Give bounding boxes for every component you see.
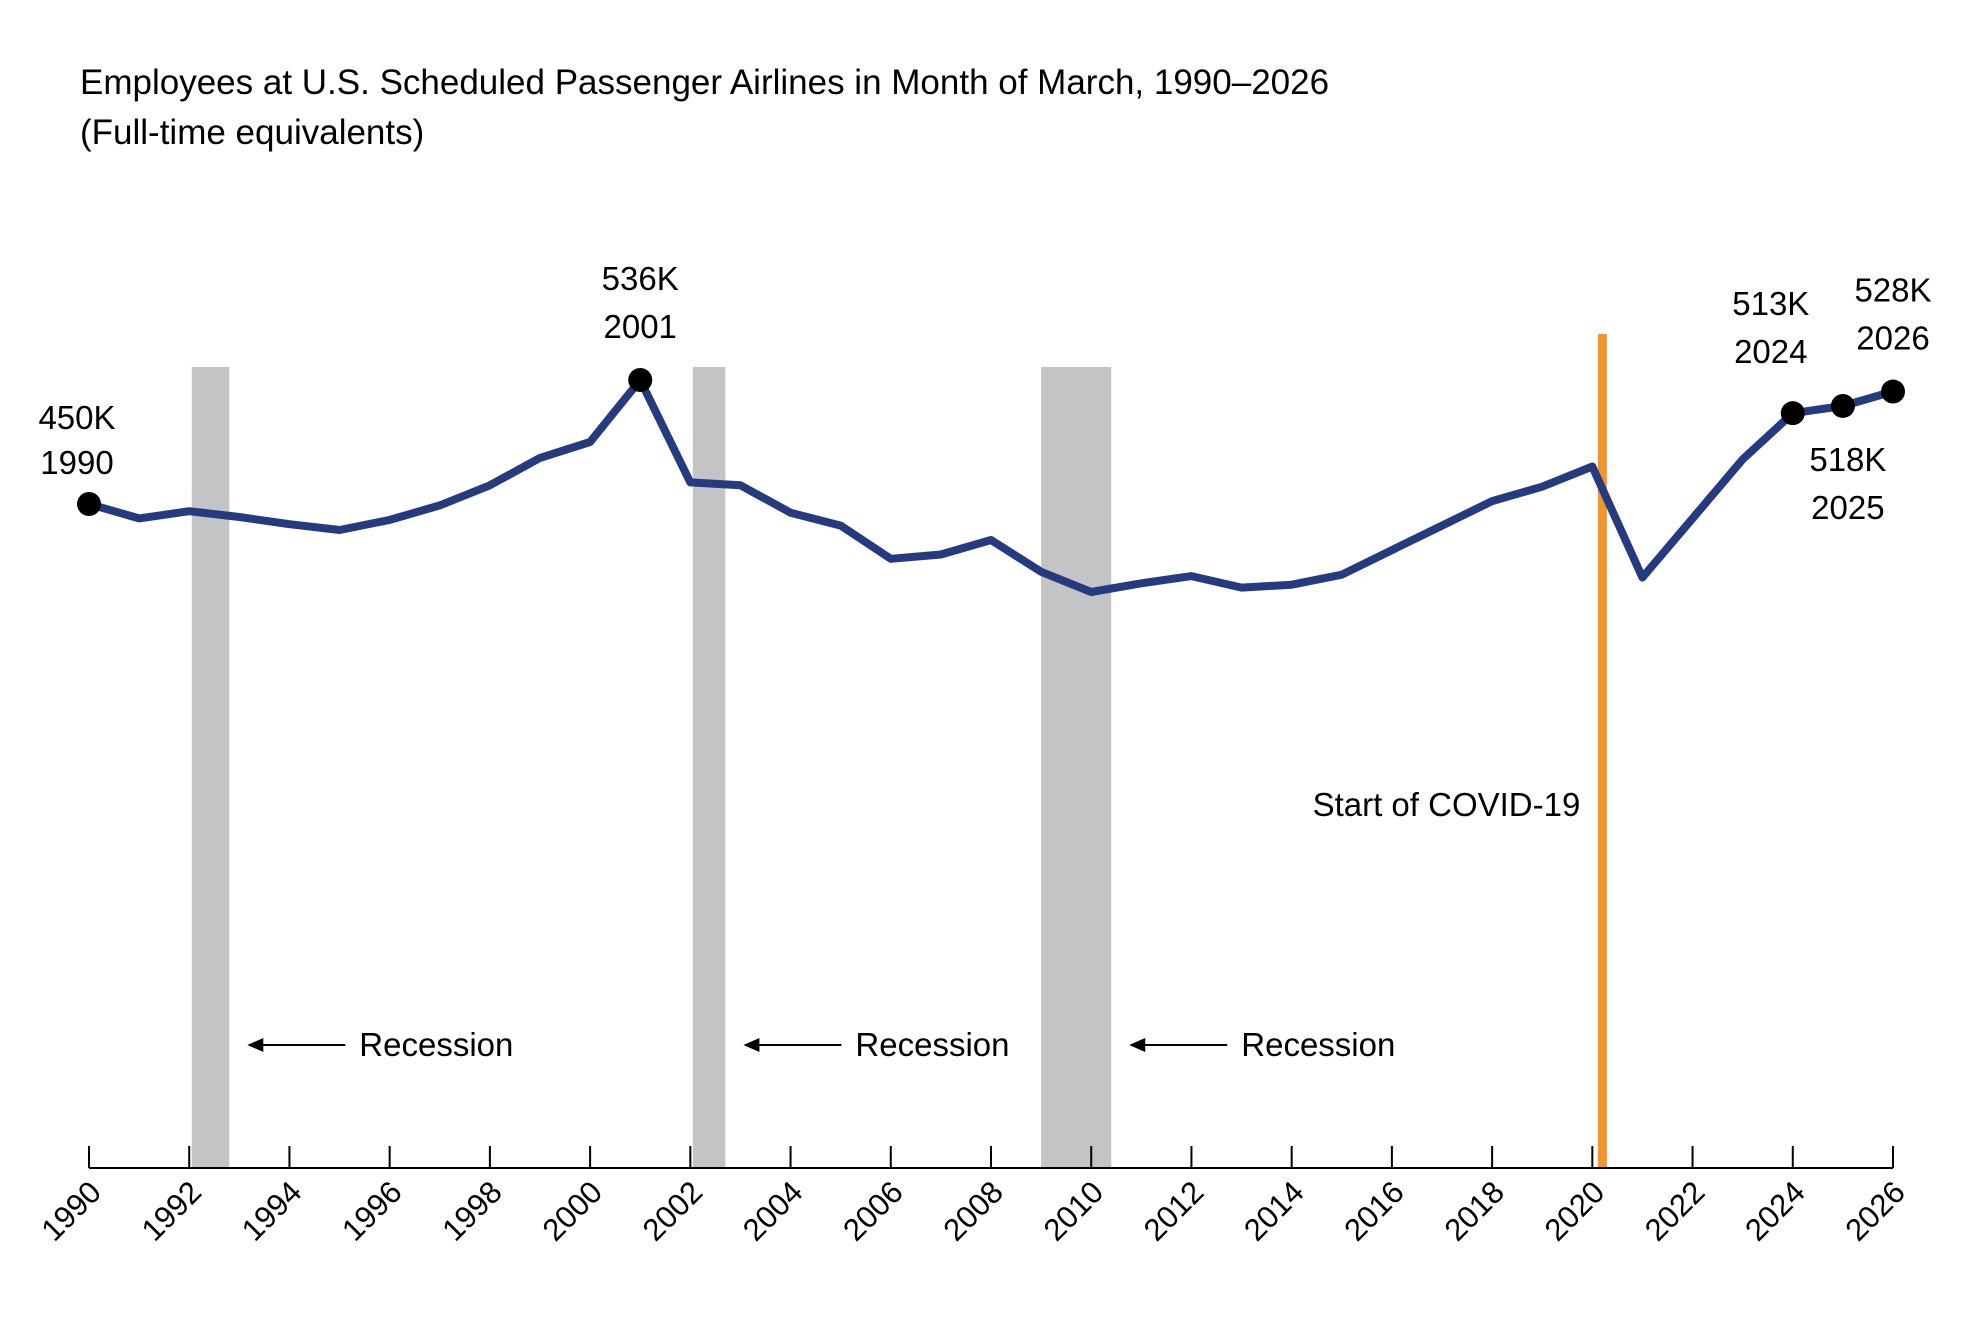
highlight-point xyxy=(1881,379,1905,404)
arrow-left-icon xyxy=(1129,1038,1146,1052)
series-line xyxy=(85,376,1897,596)
point-value-label: 528K xyxy=(1854,272,1931,309)
x-tick-label: 1996 xyxy=(335,1174,409,1248)
labels-layer: 450K 1990 536K 2001 513K 2024 518K 2025 528K 2026 xyxy=(38,260,1931,526)
highlight-point xyxy=(1830,393,1855,418)
point-value-label: 450K xyxy=(38,399,115,436)
highlight-point xyxy=(77,492,101,516)
arrow-left-icon xyxy=(247,1038,264,1052)
recession-label: Recession xyxy=(855,1026,1009,1063)
x-tick-label: 2022 xyxy=(1638,1174,1712,1248)
covid-marker-label: Start of COVID-19 xyxy=(1313,786,1581,823)
x-tick-label: 1994 xyxy=(235,1174,309,1248)
recession-band xyxy=(692,367,726,1168)
recession-label: Recession xyxy=(359,1026,513,1063)
chart-title: Employees at U.S. Scheduled Passenger Ai… xyxy=(80,63,1329,102)
x-tick-label: 2002 xyxy=(636,1174,710,1248)
highlight-point xyxy=(1780,401,1805,426)
x-tick-label: 2014 xyxy=(1237,1174,1311,1248)
x-tick-label: 2018 xyxy=(1438,1174,1512,1248)
point-year-label: 2025 xyxy=(1811,489,1884,526)
x-tick-label: 2004 xyxy=(736,1174,810,1248)
point-year-label: 2024 xyxy=(1734,333,1807,370)
chart-subtitle: (Full-time equivalents) xyxy=(80,113,424,152)
line-layer xyxy=(85,376,1897,596)
point-year-label: 1990 xyxy=(40,444,113,481)
x-tick-label: 1992 xyxy=(135,1174,209,1248)
x-tick-label: 2020 xyxy=(1538,1174,1612,1248)
x-tick-label: 2016 xyxy=(1337,1174,1411,1248)
x-tick-label: 2010 xyxy=(1037,1174,1111,1248)
point-value-label: 513K xyxy=(1732,285,1809,322)
covid-layer: Start of COVID-19 xyxy=(1313,334,1607,1168)
x-tick-label: 2024 xyxy=(1738,1174,1812,1248)
x-tick-label: 2000 xyxy=(536,1174,610,1248)
x-tick-label: 1990 xyxy=(34,1174,108,1248)
x-tick-label: 1998 xyxy=(435,1174,509,1248)
arrow-left-icon xyxy=(743,1038,760,1052)
point-value-label: 536K xyxy=(602,260,679,297)
x-tick-label: 2008 xyxy=(936,1174,1010,1248)
point-year-label: 2001 xyxy=(604,308,677,345)
x-tick-label: 2012 xyxy=(1137,1174,1211,1248)
x-tick-label: 2006 xyxy=(836,1174,910,1248)
point-year-label: 2026 xyxy=(1856,320,1929,357)
point-value-label: 518K xyxy=(1809,441,1886,478)
recession-band xyxy=(1041,367,1112,1168)
x-axis: 1990 1992 1994 1996 1998 2000 2002 2004 2006 2008… xyxy=(34,1146,1912,1248)
recessions-layer: Recession Recession Recession xyxy=(191,367,1395,1168)
x-tick-label: 2026 xyxy=(1838,1174,1912,1248)
points-layer xyxy=(77,368,1905,516)
recession-band xyxy=(191,367,230,1168)
highlight-point xyxy=(628,368,653,392)
recession-label: Recession xyxy=(1241,1026,1395,1063)
